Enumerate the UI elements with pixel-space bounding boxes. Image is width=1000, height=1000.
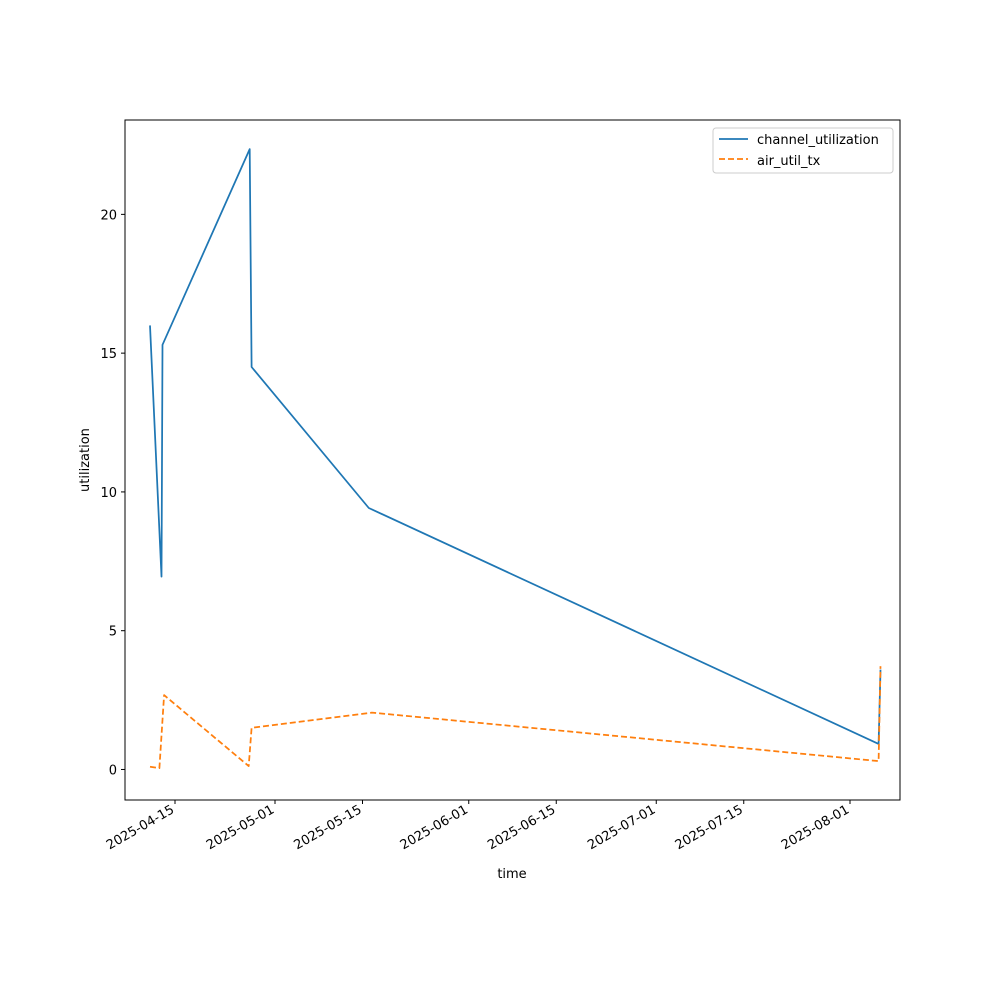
- legend-label-air-util-tx: air_util_tx: [757, 154, 821, 169]
- y-tick-label: 10: [100, 486, 117, 501]
- y-tick-label: 15: [100, 347, 117, 362]
- series-layer: [149, 148, 882, 769]
- y-axis-label: utilization: [78, 428, 93, 492]
- y-tick-label: 5: [109, 625, 117, 640]
- series-line-channel-utilization: [149, 148, 882, 745]
- x-axis-label: time: [497, 867, 526, 882]
- y-axis-ticks: 0 5 10 15 20: [100, 208, 125, 778]
- x-tick-label: 2025-08-01: [779, 802, 852, 853]
- legend: channel_utilization air_util_tx: [712, 127, 894, 174]
- x-tick-label: 2025-05-15: [292, 802, 365, 853]
- x-tick-label: 2025-06-15: [485, 802, 558, 853]
- x-tick-label: 2025-04-15: [104, 802, 177, 853]
- x-tick-label: 2025-07-15: [673, 802, 746, 853]
- legend-label-channel-utilization: channel_utilization: [757, 133, 879, 148]
- x-tick-label: 2025-05-01: [204, 802, 277, 853]
- x-axis-ticks: 2025-04-15 2025-05-01 2025-05-15 2025-06-01…: [104, 800, 852, 853]
- legend-box: [712, 127, 894, 174]
- y-tick-label: 20: [100, 208, 117, 223]
- y-tick-label: 0: [109, 763, 117, 778]
- plot-frame: [124, 119, 901, 801]
- plot-background: [125, 120, 900, 800]
- x-tick-label: 2025-07-01: [585, 802, 658, 853]
- x-tick-label: 2025-06-01: [398, 802, 471, 853]
- series-line-air-util-tx: [149, 666, 882, 769]
